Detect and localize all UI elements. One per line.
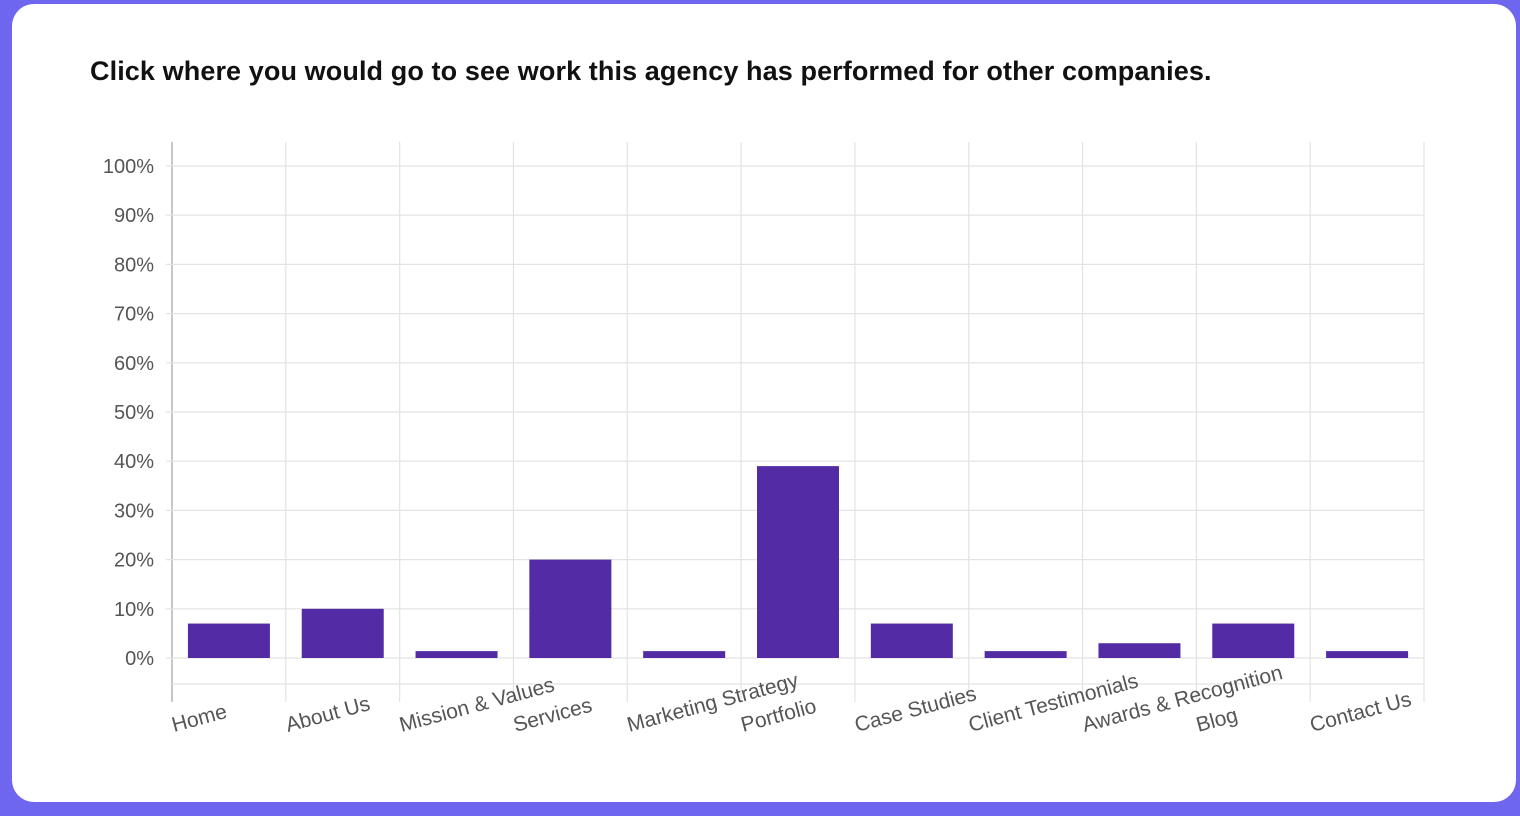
bar-marketing-strategy: [643, 651, 726, 658]
y-tick-label: 50%: [114, 402, 154, 424]
y-tick-label: 70%: [114, 304, 154, 326]
y-tick-label: 80%: [114, 254, 154, 276]
bar-client-testimonials: [984, 651, 1067, 658]
question-text: Click where you would go to see work thi…: [90, 56, 1212, 86]
x-tick-label: Contact Us: [1308, 688, 1414, 737]
chart-container: 0% 10% 20% 30% 40% 50% 60% 70% 80% 90% 100% Home Abo…: [12, 4, 1516, 802]
bar-chart: 0% 10% 20% 30% 40% 50% 60% 70% 80% 90% 100% Home Abo…: [103, 142, 1425, 737]
bar-awards-recognition: [1098, 643, 1181, 658]
bar-home: [187, 623, 270, 658]
card: Click where you would go to see work thi…: [12, 4, 1516, 802]
x-tick-label: Blog: [1194, 704, 1241, 737]
bar-case-studies: [870, 623, 953, 658]
x-tick-label: Home: [169, 700, 229, 737]
y-tick-label: 20%: [114, 550, 154, 572]
y-tick-label: 10%: [114, 599, 154, 621]
x-tick-label: Case Studies: [852, 682, 979, 737]
y-tick-label: 100%: [103, 156, 154, 178]
y-tick-label: 30%: [114, 500, 154, 522]
bar-services: [529, 559, 612, 658]
bar-mission-values: [415, 651, 498, 658]
x-tick-label: About Us: [283, 692, 372, 737]
y-tick-label: 90%: [114, 205, 154, 227]
y-tick-label: 0%: [125, 648, 154, 670]
bar-portfolio: [757, 466, 839, 658]
bar-about-us: [301, 608, 384, 658]
bar-contact-us: [1326, 651, 1409, 658]
bar-blog: [1212, 623, 1295, 658]
y-tick-label: 60%: [114, 353, 154, 375]
y-tick-label: 40%: [114, 451, 154, 473]
